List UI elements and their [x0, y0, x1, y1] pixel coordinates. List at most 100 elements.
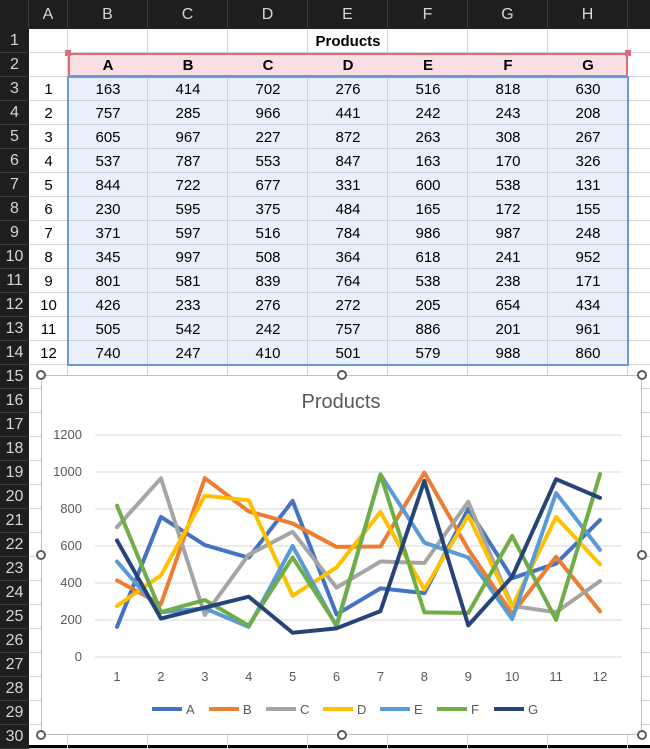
data-cell[interactable]: 170	[495, 152, 521, 170]
data-cell[interactable]: 630	[575, 80, 601, 98]
table-header-cell[interactable]: C	[262, 56, 274, 74]
select-all-corner[interactable]	[0, 0, 29, 29]
index-cell[interactable]: 12	[40, 344, 57, 362]
data-cell[interactable]: 238	[495, 272, 521, 290]
data-cell[interactable]: 618	[415, 248, 441, 266]
data-cell[interactable]: 784	[335, 224, 361, 242]
data-cell[interactable]: 410	[255, 344, 281, 362]
row-header-18[interactable]: 18	[0, 437, 29, 461]
index-cell[interactable]: 3	[44, 128, 53, 146]
data-cell[interactable]: 997	[175, 248, 201, 266]
data-cell[interactable]: 967	[175, 128, 201, 146]
row-header-3[interactable]: 3	[0, 77, 29, 101]
chart-resize-handle[interactable]	[36, 370, 46, 380]
row-header-5[interactable]: 5	[0, 125, 29, 149]
data-cell[interactable]: 581	[175, 272, 201, 290]
data-cell[interactable]: 247	[175, 344, 201, 362]
index-cell[interactable]: 8	[44, 248, 53, 266]
row-header-12[interactable]: 12	[0, 293, 29, 317]
data-cell[interactable]: 205	[415, 296, 441, 314]
data-cell[interactable]: 537	[95, 152, 121, 170]
row-header-13[interactable]: 13	[0, 317, 29, 341]
data-cell[interactable]: 987	[495, 224, 521, 242]
row-header-8[interactable]: 8	[0, 197, 29, 221]
data-cell[interactable]: 364	[335, 248, 361, 266]
chart-resize-handle[interactable]	[36, 550, 46, 560]
data-cell[interactable]: 163	[95, 80, 121, 98]
data-cell[interactable]: 441	[335, 104, 361, 122]
data-cell[interactable]: 375	[255, 200, 281, 218]
data-cell[interactable]: 201	[495, 320, 521, 338]
data-cell[interactable]: 787	[175, 152, 201, 170]
data-cell[interactable]: 579	[415, 344, 441, 362]
row-header-30[interactable]: 30	[0, 725, 29, 749]
data-cell[interactable]: 371	[95, 224, 121, 242]
row-header-24[interactable]: 24	[0, 581, 29, 605]
row-header-28[interactable]: 28	[0, 677, 29, 701]
data-cell[interactable]: 757	[335, 320, 361, 338]
index-cell[interactable]: 11	[40, 320, 57, 338]
row-header-6[interactable]: 6	[0, 149, 29, 173]
data-cell[interactable]: 501	[335, 344, 361, 362]
data-cell[interactable]: 171	[575, 272, 601, 290]
column-header-A[interactable]: A	[29, 0, 68, 29]
index-cell[interactable]: 6	[44, 200, 53, 218]
data-cell[interactable]: 516	[415, 80, 441, 98]
data-cell[interactable]: 952	[575, 248, 601, 266]
data-cell[interactable]: 331	[335, 176, 361, 194]
table-header-cell[interactable]: G	[582, 56, 594, 74]
row-header-20[interactable]: 20	[0, 485, 29, 509]
data-cell[interactable]: 155	[575, 200, 601, 218]
column-header-C[interactable]: C	[148, 0, 228, 29]
data-cell[interactable]: 426	[95, 296, 121, 314]
row-header-21[interactable]: 21	[0, 509, 29, 533]
row-header-10[interactable]: 10	[0, 245, 29, 269]
row-header-16[interactable]: 16	[0, 389, 29, 413]
data-cell[interactable]: 505	[95, 320, 121, 338]
column-header-H[interactable]: H	[548, 0, 628, 29]
data-cell[interactable]: 722	[175, 176, 201, 194]
data-cell[interactable]: 308	[495, 128, 521, 146]
data-cell[interactable]: 131	[575, 176, 601, 194]
row-header-26[interactable]: 26	[0, 629, 29, 653]
row-header-27[interactable]: 27	[0, 653, 29, 677]
index-cell[interactable]: 10	[40, 296, 57, 314]
table-header-cell[interactable]: B	[182, 56, 194, 74]
data-cell[interactable]: 230	[95, 200, 121, 218]
range-handle[interactable]	[625, 50, 631, 56]
data-cell[interactable]: 263	[415, 128, 441, 146]
row-header-19[interactable]: 19	[0, 461, 29, 485]
data-cell[interactable]: 988	[495, 344, 521, 362]
chart-resize-handle[interactable]	[637, 370, 647, 380]
data-cell[interactable]: 272	[335, 296, 361, 314]
chart-resize-handle[interactable]	[36, 730, 46, 740]
data-cell[interactable]: 326	[575, 152, 601, 170]
row-header-22[interactable]: 22	[0, 533, 29, 557]
data-cell[interactable]: 966	[255, 104, 281, 122]
data-cell[interactable]: 961	[575, 320, 601, 338]
row-header-1[interactable]: 1	[0, 29, 29, 53]
row-header-29[interactable]: 29	[0, 701, 29, 725]
chart-resize-handle[interactable]	[336, 370, 347, 380]
data-cell[interactable]: 414	[175, 80, 201, 98]
data-cell[interactable]: 872	[335, 128, 361, 146]
chart-resize-handle[interactable]	[637, 730, 647, 740]
row-header-23[interactable]: 23	[0, 557, 29, 581]
column-header-G[interactable]: G	[468, 0, 548, 29]
data-cell[interactable]: 172	[495, 200, 521, 218]
data-cell[interactable]: 538	[495, 176, 521, 194]
index-cell[interactable]: 2	[44, 104, 53, 122]
data-cell[interactable]: 538	[415, 272, 441, 290]
data-cell[interactable]: 434	[575, 296, 601, 314]
data-cell[interactable]: 844	[95, 176, 121, 194]
column-header-D[interactable]: D	[228, 0, 308, 29]
data-cell[interactable]: 818	[495, 80, 521, 98]
chart-resize-handle[interactable]	[336, 730, 347, 740]
column-header-E[interactable]: E	[308, 0, 388, 29]
range-handle[interactable]	[65, 50, 71, 56]
data-cell[interactable]: 165	[415, 200, 441, 218]
data-cell[interactable]: 839	[255, 272, 281, 290]
data-cell[interactable]: 740	[95, 344, 121, 362]
data-cell[interactable]: 595	[175, 200, 201, 218]
